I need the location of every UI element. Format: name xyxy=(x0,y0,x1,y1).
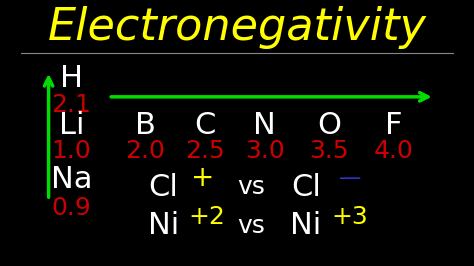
Text: F: F xyxy=(384,111,402,140)
Text: 0.9: 0.9 xyxy=(52,196,91,220)
Text: Cl: Cl xyxy=(291,173,321,202)
Text: vs: vs xyxy=(237,175,264,199)
Text: H: H xyxy=(60,64,83,93)
Text: 1.0: 1.0 xyxy=(52,139,91,163)
Text: —: — xyxy=(338,168,361,188)
Text: Ni: Ni xyxy=(148,211,179,240)
Text: Electronegativity: Electronegativity xyxy=(47,6,427,49)
Text: Li: Li xyxy=(59,111,84,140)
Text: O: O xyxy=(317,111,341,140)
Text: 2.0: 2.0 xyxy=(125,139,165,163)
Text: 2.1: 2.1 xyxy=(52,93,91,117)
Text: 3.0: 3.0 xyxy=(245,139,284,163)
Text: vs: vs xyxy=(237,214,264,238)
Text: Na: Na xyxy=(51,165,92,194)
Text: Ni: Ni xyxy=(290,211,321,240)
Text: Cl: Cl xyxy=(148,173,178,202)
Text: N: N xyxy=(253,111,276,140)
Text: +2: +2 xyxy=(189,205,226,229)
Text: B: B xyxy=(135,111,155,140)
Text: 2.5: 2.5 xyxy=(185,139,225,163)
Text: +3: +3 xyxy=(331,205,368,229)
Text: 4.0: 4.0 xyxy=(374,139,413,163)
Text: 3.5: 3.5 xyxy=(309,139,349,163)
Text: +: + xyxy=(191,164,214,192)
Text: C: C xyxy=(194,111,216,140)
